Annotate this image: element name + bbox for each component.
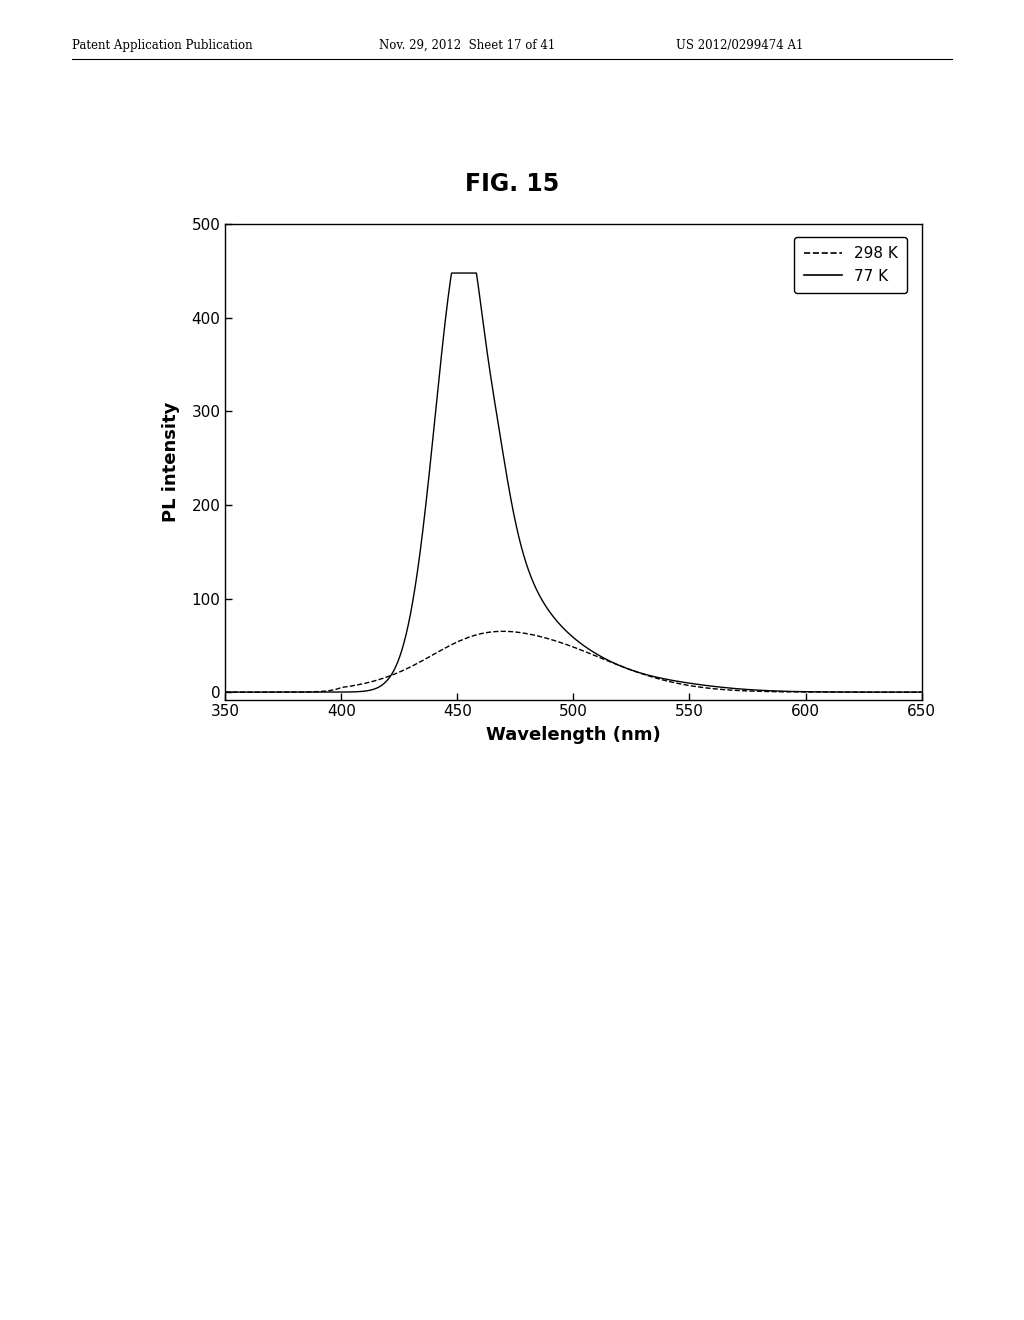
298 K (255, 684, 267, 700)
298 K (768, 684, 780, 700)
298 K (497, 623, 509, 639)
298 K (558, 636, 570, 652)
298 K (896, 684, 908, 700)
298 K (540, 630, 552, 645)
77 K (445, 265, 458, 281)
X-axis label: Wavelength (nm): Wavelength (nm) (486, 726, 660, 744)
77 K (768, 682, 780, 698)
Line: 298 K: 298 K (225, 631, 922, 692)
77 K (558, 622, 570, 638)
Text: Nov. 29, 2012  Sheet 17 of 41: Nov. 29, 2012 Sheet 17 of 41 (379, 38, 555, 51)
Text: FIG. 15: FIG. 15 (465, 173, 559, 197)
298 K (219, 684, 231, 700)
77 K (540, 598, 552, 614)
298 K (915, 684, 928, 700)
Text: Patent Application Publication: Patent Application Publication (72, 38, 252, 51)
298 K (895, 684, 907, 700)
77 K (896, 684, 908, 700)
77 K (895, 684, 907, 700)
77 K (255, 684, 267, 700)
77 K (915, 684, 928, 700)
Text: US 2012/0299474 A1: US 2012/0299474 A1 (676, 38, 803, 51)
Legend: 298 K, 77 K: 298 K, 77 K (795, 236, 907, 293)
Line: 77 K: 77 K (225, 273, 922, 692)
Y-axis label: PL intensity: PL intensity (163, 401, 180, 523)
77 K (219, 684, 231, 700)
